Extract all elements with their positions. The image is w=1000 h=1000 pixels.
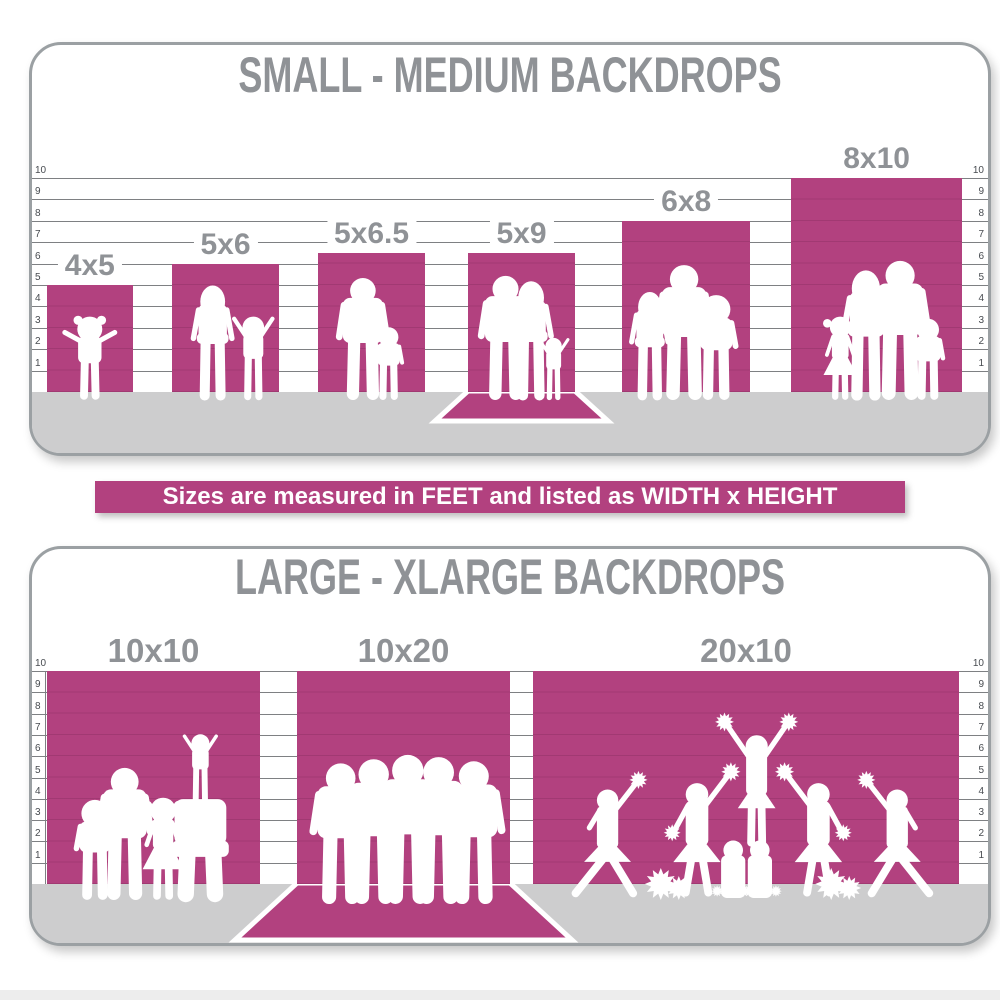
y-axis-line: [45, 671, 46, 884]
y-tick-right-6: 6: [978, 743, 984, 755]
size-label-5x6: 5x6: [193, 228, 258, 261]
plot-area-small-medium: 10 10 9 9 8 8 7 7 6 6 5 5 4 4 3 3 2 2 1 1 4x5 5x6 5x6.5 5x9 6x8…: [32, 45, 988, 453]
y-tick-left-10: 10: [35, 165, 47, 176]
y-tick-left-2: 2: [35, 828, 41, 840]
gridline-7: [32, 734, 988, 736]
plot-area-large-xlarge: 10 10 9 9 8 8 7 7 6 6 5 5 4 4 3 3 2 2 1 1 10x10 10x20 20x10: [32, 549, 988, 943]
y-tick-left-8: 8: [35, 700, 41, 712]
y-tick-left-3: 3: [35, 314, 41, 326]
y-tick-right-5: 5: [978, 272, 984, 283]
y-tick-right-3: 3: [978, 314, 984, 326]
gridline-6: [32, 756, 988, 758]
y-tick-right-7: 7: [978, 721, 984, 733]
y-tick-left-9: 9: [35, 186, 41, 198]
y-tick-left-2: 2: [35, 336, 41, 348]
gridline-8: [32, 713, 988, 715]
size-label-10x10: 10x10: [100, 633, 207, 668]
y-tick-right-2: 2: [978, 336, 984, 348]
backdrop-bar-5x9: [468, 252, 575, 392]
y-tick-right-3: 3: [978, 807, 984, 819]
y-tick-left-1: 1: [35, 357, 41, 369]
panel-title-small-medium: SMALL - MEDIUM BACKDROPS: [238, 47, 782, 103]
y-tick-left-3: 3: [35, 807, 41, 819]
size-label-8x10: 8x10: [836, 143, 917, 175]
size-label-5x6.5: 5x6.5: [326, 217, 417, 250]
gridline-10: [32, 178, 988, 179]
y-tick-right-8: 8: [978, 700, 984, 712]
size-label-5x9: 5x9: [489, 217, 554, 250]
gridline-9: [32, 199, 988, 201]
bottom-strip: [0, 990, 1000, 1000]
y-tick-right-8: 8: [978, 207, 984, 219]
y-tick-left-6: 6: [35, 250, 41, 262]
y-tick-right-1: 1: [978, 357, 984, 369]
gridline-9: [32, 692, 988, 694]
backdrop-bar-10x20: [297, 671, 510, 884]
units-banner-text: Sizes are measured in FEET and listed as…: [162, 483, 838, 510]
gridline-1: [32, 862, 988, 864]
y-tick-left-7: 7: [35, 229, 41, 241]
y-tick-right-9: 9: [978, 186, 984, 198]
size-label-10x20: 10x20: [350, 633, 457, 668]
y-tick-left-8: 8: [35, 207, 41, 219]
y-tick-right-2: 2: [978, 828, 984, 840]
y-tick-right-7: 7: [978, 229, 984, 241]
size-label-4x5: 4x5: [57, 250, 122, 282]
y-tick-left-9: 9: [35, 679, 41, 691]
backdrop-bar-10x10: [47, 671, 260, 884]
size-label-6x8: 6x8: [654, 185, 719, 218]
y-tick-left-5: 5: [35, 764, 41, 776]
panel-small-medium-backdrops: SMALL - MEDIUM BACKDROPS 10 10 9 9 8 8 7 7 6 6 5 5 4…: [29, 42, 991, 456]
y-tick-right-10: 10: [972, 658, 984, 669]
y-tick-right-5: 5: [978, 764, 984, 776]
y-tick-left-4: 4: [35, 785, 41, 797]
backdrop-bar-5x6.5: [318, 252, 425, 392]
y-tick-right-6: 6: [978, 250, 984, 262]
panel-title-large-xlarge: LARGE - XLARGE BACKDROPS: [234, 549, 786, 605]
gridline-10: [32, 671, 988, 672]
y-tick-left-6: 6: [35, 743, 41, 755]
gridline-3: [32, 820, 988, 822]
gridline-4: [32, 798, 988, 800]
y-tick-right-10: 10: [972, 165, 984, 176]
size-label-20x10: 20x10: [693, 633, 799, 668]
panel-large-xlarge-backdrops: LARGE - XLARGE BACKDROPS 10 10 9 9 8 8 7 7 6 6 5 5 4…: [29, 546, 991, 946]
backdrop-bar-5x6: [172, 263, 279, 392]
y-tick-left-4: 4: [35, 293, 41, 305]
backdrop-bar-4x5: [47, 285, 133, 392]
y-tick-left-5: 5: [35, 272, 41, 283]
y-tick-left-7: 7: [35, 721, 41, 733]
gridline-5: [32, 777, 988, 779]
units-banner: Sizes are measured in FEET and listed as…: [95, 481, 905, 513]
y-tick-right-1: 1: [978, 849, 984, 861]
y-tick-left-10: 10: [35, 658, 47, 669]
y-tick-right-4: 4: [978, 785, 984, 797]
y-tick-right-9: 9: [978, 679, 984, 691]
gridline-2: [32, 841, 988, 843]
backdrop-bar-20x10: [533, 671, 959, 884]
y-tick-right-4: 4: [978, 293, 984, 305]
y-tick-left-1: 1: [35, 849, 41, 861]
backdrop-bar-8x10: [791, 178, 963, 392]
backdrop-bar-6x8: [622, 220, 751, 392]
